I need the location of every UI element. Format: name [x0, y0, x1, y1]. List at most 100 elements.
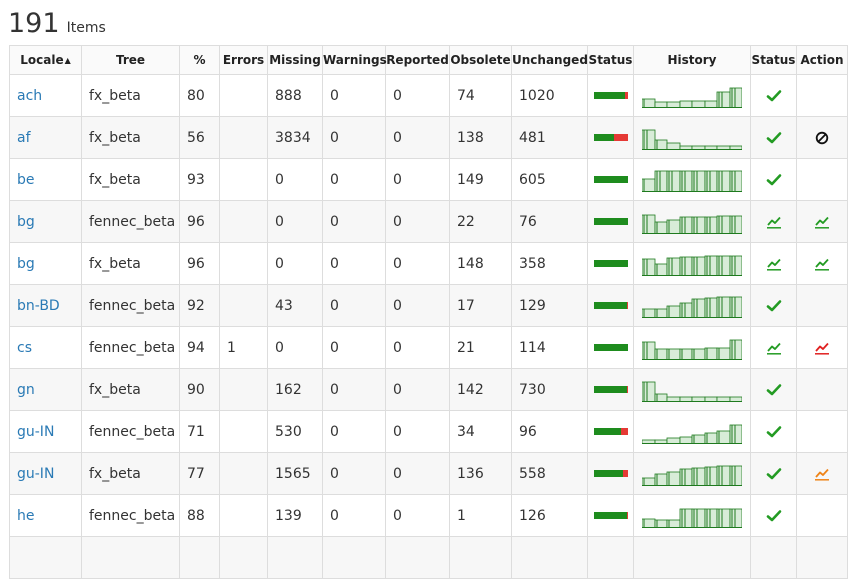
obsolete-cell: [449, 536, 512, 579]
col-header-errors[interactable]: Errors: [219, 45, 268, 75]
locale-status-table: Locale▲ Tree % Errors Missing Warnings R…: [9, 45, 848, 579]
reported-cell: 0: [385, 284, 450, 327]
tree-cell: fennec_beta: [81, 410, 180, 453]
obsolete-cell: 22: [449, 200, 512, 243]
history-cell: [633, 368, 751, 411]
warnings-cell: 0: [322, 116, 386, 159]
unchanged-cell: 126: [511, 494, 588, 537]
unchanged-cell: 481: [511, 116, 588, 159]
trend-up-green-icon[interactable]: [814, 257, 830, 271]
locale-cell: cs: [9, 326, 82, 369]
trend-up-green-icon[interactable]: [766, 257, 782, 271]
table-row: be fx_beta 93 0 0 0 149 605: [9, 158, 848, 201]
obsolete-cell: 136: [449, 452, 512, 495]
locale-link[interactable]: be: [17, 171, 35, 188]
col-header-unchanged[interactable]: Unchanged: [511, 45, 588, 75]
history-chart: [642, 255, 742, 276]
col-header-history[interactable]: History: [633, 45, 751, 75]
history-step: [704, 100, 718, 108]
check-icon: [766, 89, 781, 101]
locale-link[interactable]: ach: [17, 87, 43, 104]
locale-link[interactable]: af: [17, 129, 31, 146]
status-bar-cell: [587, 158, 634, 201]
item-count: 191 Items: [8, 8, 106, 42]
missing-cell: 0: [267, 326, 323, 369]
missing-cell: 0: [267, 242, 323, 285]
locale-link[interactable]: bn-BD: [17, 297, 60, 314]
tree-cell: fx_beta: [81, 242, 180, 285]
no-entry-icon: [815, 131, 829, 144]
locale-link[interactable]: gu-IN: [17, 423, 55, 440]
history-step: [729, 87, 742, 108]
trend-up-orange-icon[interactable]: [814, 467, 830, 481]
tree-cell: fx_beta: [81, 158, 180, 201]
history-step: [729, 255, 742, 276]
reported-cell: 0: [385, 368, 450, 411]
errors-cell: [219, 242, 268, 285]
history-step: [679, 436, 693, 444]
col-header-action[interactable]: Action: [796, 45, 848, 75]
locale-link[interactable]: gn: [17, 381, 35, 398]
check-icon: [766, 299, 781, 311]
table-row: gu-IN fx_beta 77 1565 0 0 136 558: [9, 452, 848, 495]
errors-cell: 1: [219, 326, 268, 369]
locale-link[interactable]: he: [17, 507, 35, 524]
percent-cell: 88: [179, 494, 220, 537]
percent-cell: 77: [179, 452, 220, 495]
missing-cell: [267, 536, 323, 579]
history-cell: [633, 200, 751, 243]
locale-link[interactable]: bg: [17, 255, 35, 272]
obsolete-cell: 142: [449, 368, 512, 411]
history-step: [729, 396, 742, 402]
errors-cell: [219, 494, 268, 537]
col-header-obsolete[interactable]: Obsolete: [449, 45, 512, 75]
trend-up-red-icon[interactable]: [814, 341, 830, 355]
status-bar: [593, 92, 628, 99]
status-bar-cell: [587, 368, 634, 411]
trend-up-green-icon[interactable]: [766, 341, 782, 355]
locale-link[interactable]: cs: [17, 339, 32, 356]
history-cell: [633, 536, 751, 579]
col-header-percent[interactable]: %: [179, 45, 220, 75]
col-header-warnings[interactable]: Warnings: [322, 45, 387, 75]
tree-cell: fx_beta: [81, 116, 180, 159]
unchanged-cell: 730: [511, 368, 588, 411]
col-header-missing[interactable]: Missing: [267, 45, 323, 75]
locale-cell: [9, 536, 82, 579]
col-header-reported[interactable]: Reported: [385, 45, 450, 75]
percent-cell: 93: [179, 158, 220, 201]
errors-cell: [219, 200, 268, 243]
history-step: [729, 339, 742, 360]
status-bar-good: [593, 470, 623, 477]
trend-up-green-icon[interactable]: [814, 215, 830, 229]
unchanged-cell: 1020: [511, 74, 588, 117]
status-bar: [593, 218, 628, 225]
table-row: gn fx_beta 90 162 0 0 142 730: [9, 368, 848, 411]
col-header-locale[interactable]: Locale▲: [9, 45, 82, 75]
col-header-status-bar[interactable]: Status: [587, 45, 634, 75]
status-icon-cell: [750, 116, 797, 159]
locale-link[interactable]: gu-IN: [17, 465, 55, 482]
locale-cell: bn-BD: [9, 284, 82, 327]
check-icon: [766, 509, 781, 521]
percent-cell: 96: [179, 242, 220, 285]
history-chart: [642, 170, 742, 192]
locale-link[interactable]: bg: [17, 213, 35, 230]
missing-cell: 530: [267, 410, 323, 453]
history-step: [729, 465, 742, 486]
trend-up-green-icon[interactable]: [766, 215, 782, 229]
percent-cell: 56: [179, 116, 220, 159]
warnings-cell: 0: [322, 410, 386, 453]
missing-cell: 3834: [267, 116, 323, 159]
col-header-tree[interactable]: Tree: [81, 45, 180, 75]
action-cell: [796, 536, 848, 579]
table-row: gu-IN fennec_beta 71 530 0 0 34 96: [9, 410, 848, 453]
status-bar: [593, 302, 628, 309]
sort-ascending-icon: ▲: [64, 56, 71, 65]
status-icon-cell: [750, 74, 797, 117]
errors-cell: [219, 368, 268, 411]
warnings-cell: 0: [322, 200, 386, 243]
unchanged-cell: 558: [511, 452, 588, 495]
col-header-status[interactable]: Status: [750, 45, 797, 75]
locale-cell: he: [9, 494, 82, 537]
